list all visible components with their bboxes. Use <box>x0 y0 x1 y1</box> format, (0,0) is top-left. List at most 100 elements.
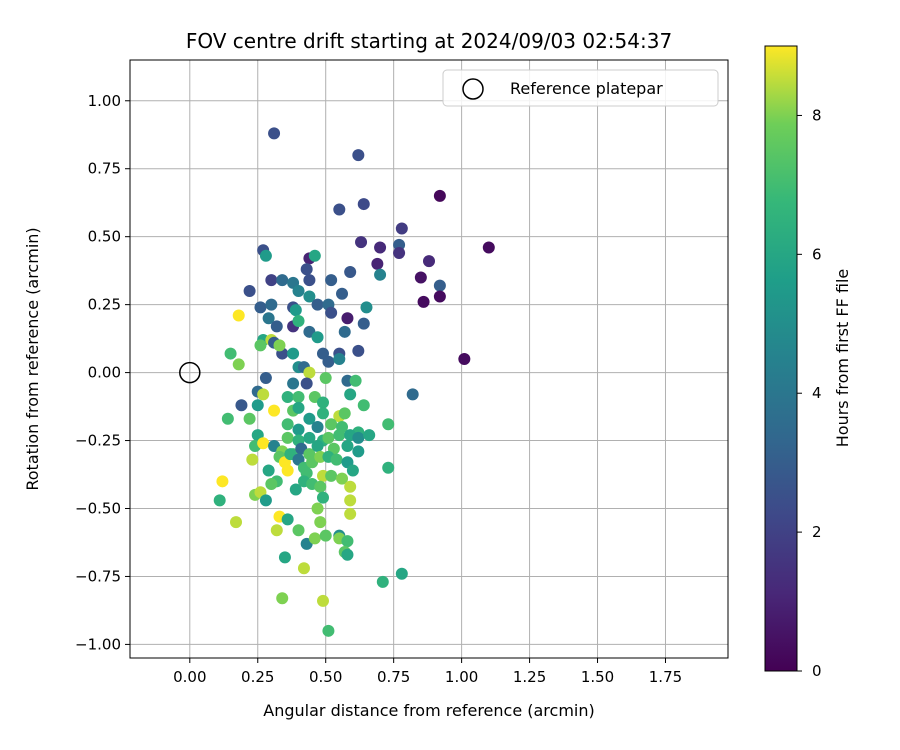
data-point <box>270 524 283 537</box>
data-point <box>308 532 321 545</box>
data-point <box>268 404 281 417</box>
x-tick-label: 1.50 <box>581 668 614 686</box>
data-point <box>303 274 316 287</box>
y-tick-label: 0.00 <box>88 364 121 382</box>
data-point <box>297 562 310 575</box>
data-point <box>357 198 370 211</box>
data-point <box>344 388 357 401</box>
x-axis-label: Angular distance from reference (arcmin) <box>263 701 594 720</box>
data-point <box>357 317 370 330</box>
legend-box <box>442 69 719 107</box>
data-point <box>344 266 357 279</box>
data-point <box>235 399 248 412</box>
colorbar-tick-label: 0 <box>812 662 822 680</box>
data-point <box>292 401 305 414</box>
data-point <box>281 464 294 477</box>
data-point <box>292 423 305 436</box>
data-point <box>322 355 335 368</box>
data-point <box>232 358 245 371</box>
data-point <box>349 374 362 387</box>
data-point <box>281 431 294 444</box>
colorbar-tick-label: 4 <box>812 384 822 402</box>
data-point <box>352 431 365 444</box>
data-point <box>382 418 395 431</box>
data-point <box>482 241 495 254</box>
data-point <box>287 377 300 390</box>
x-tick-label: 0.75 <box>377 668 410 686</box>
data-point <box>257 437 270 450</box>
data-point <box>259 372 272 385</box>
data-point <box>344 507 357 520</box>
y-axis-label: Rotation from reference (arcmin) <box>23 227 42 490</box>
data-point <box>292 314 305 327</box>
data-point <box>308 249 321 262</box>
data-point <box>433 290 446 303</box>
x-axis-ticks: 0.00 0.25 0.50 0.75 1.00 1.25 1.50 1.75 <box>173 658 682 686</box>
data-point <box>374 268 387 281</box>
data-point <box>330 453 343 466</box>
data-point <box>357 399 370 412</box>
y-tick-label: 1.00 <box>88 92 121 110</box>
data-point <box>281 418 294 431</box>
data-point <box>344 480 357 493</box>
data-point <box>232 309 245 322</box>
y-tick-label: −1.00 <box>75 635 121 653</box>
data-point <box>303 366 316 379</box>
data-point <box>376 575 389 588</box>
data-point <box>338 407 351 420</box>
reference-point-marker <box>179 361 201 384</box>
data-point <box>221 412 234 425</box>
data-point <box>325 469 338 482</box>
y-tick-label: −0.25 <box>75 432 121 450</box>
data-point <box>336 472 349 485</box>
data-point <box>224 347 237 360</box>
data-point <box>325 306 338 319</box>
data-point <box>319 372 332 385</box>
data-point <box>344 494 357 507</box>
x-tick-label: 0.50 <box>309 668 342 686</box>
data-point <box>355 236 368 249</box>
data-point <box>262 464 275 477</box>
data-point <box>303 412 316 425</box>
data-point <box>333 429 346 442</box>
data-point <box>316 407 329 420</box>
data-point <box>281 513 294 526</box>
data-point <box>270 320 283 333</box>
colorbar-tick-label: 2 <box>812 523 822 541</box>
data-point <box>341 312 354 325</box>
data-point <box>338 325 351 338</box>
data-point <box>406 388 419 401</box>
data-point <box>395 222 408 235</box>
data-point <box>230 516 243 529</box>
data-point <box>433 279 446 292</box>
data-point <box>262 312 275 325</box>
data-point <box>311 420 324 433</box>
legend: Reference platepar <box>442 69 719 107</box>
data-point <box>259 494 272 507</box>
data-point <box>319 529 332 542</box>
data-point <box>341 548 354 561</box>
data-point <box>311 331 324 344</box>
data-point <box>423 255 435 268</box>
colorbar-ticks: 0 2 4 6 8 <box>797 106 822 680</box>
data-point <box>287 347 300 360</box>
data-point <box>333 353 346 365</box>
data-point <box>254 301 267 314</box>
data-point <box>300 377 313 390</box>
data-point <box>273 339 286 352</box>
data-point <box>316 491 329 504</box>
data-point <box>265 274 278 287</box>
data-point <box>251 399 264 412</box>
y-tick-label: 0.75 <box>88 160 121 178</box>
data-point <box>395 567 408 580</box>
data-point <box>278 551 291 564</box>
y-tick-label: −0.75 <box>75 567 121 585</box>
data-point <box>300 263 313 276</box>
data-point <box>336 287 349 300</box>
data-point <box>316 396 329 409</box>
data-point <box>243 285 256 298</box>
data-point <box>360 301 373 314</box>
y-axis-ticks: 1.00 0.75 0.50 0.25 0.00 −0.25 −0.50 −0.75 −1.00 <box>75 92 130 653</box>
plot-frame <box>129 59 729 659</box>
